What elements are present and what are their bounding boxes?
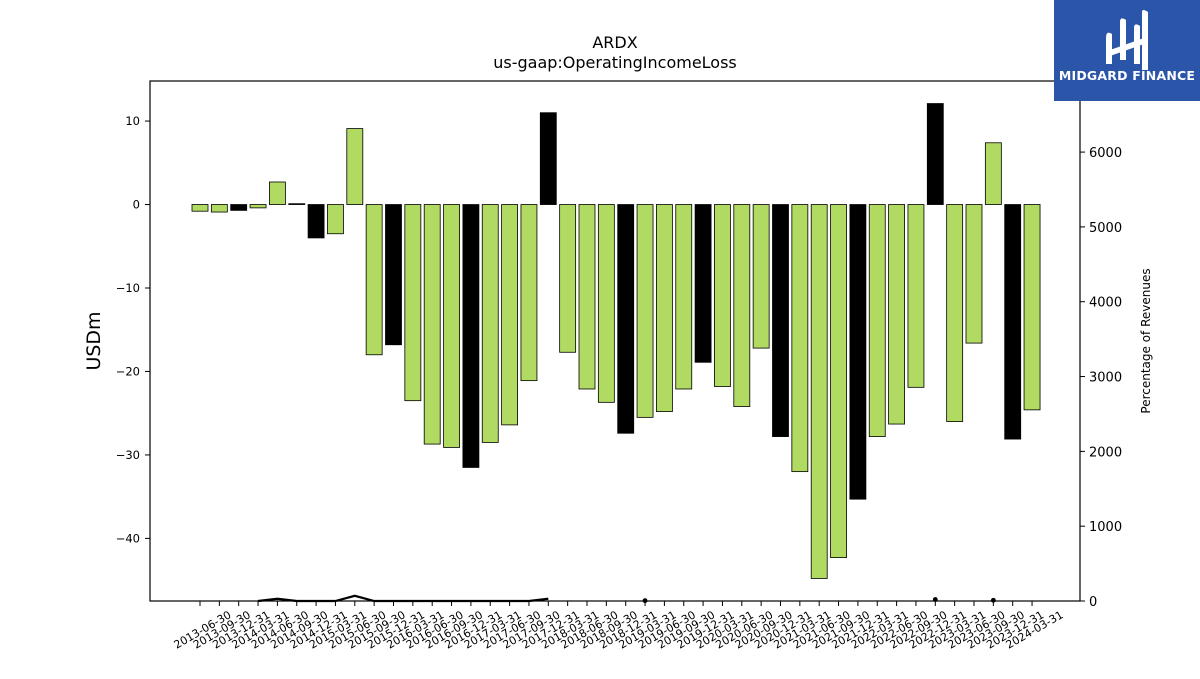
bar-2016-12-31 <box>462 204 480 468</box>
y2-tick-label: 5000 <box>1089 221 1122 236</box>
bar-2018-12-31 <box>617 204 635 434</box>
pct-revenue-line <box>257 594 549 603</box>
bar-2017-12-31 <box>539 112 557 205</box>
bar-2023-09-30 <box>984 142 1002 205</box>
brand-logo: MIDGARD FINANCE <box>1054 0 1200 101</box>
logo-mark-icon <box>1106 10 1148 70</box>
bar-2014-12-31 <box>307 204 325 239</box>
y-tick-label: 0 <box>133 198 140 212</box>
y2-tick-label: 0 <box>1089 595 1097 610</box>
chart-title: ARDX <box>592 33 637 52</box>
bar-2022-03-31 <box>868 204 886 437</box>
bar-2024-03-31 <box>1023 204 1041 411</box>
bar-2019-09-30 <box>675 204 693 390</box>
bar-2018-09-30 <box>597 204 615 403</box>
bar-2019-03-31 <box>636 204 654 418</box>
bar-2019-12-31 <box>694 204 712 363</box>
bar-2014-09-30 <box>288 203 306 205</box>
bar-2022-12-31 <box>926 103 944 205</box>
bar-2014-06-30 <box>268 181 286 205</box>
y-axis-label: USDm <box>83 311 105 370</box>
bar-2013-09-30 <box>210 204 228 213</box>
bar-2015-12-31 <box>385 204 402 346</box>
bar-2020-06-30 <box>733 204 751 407</box>
bar-2014-03-31 <box>249 204 267 209</box>
chart-subtitle: us-gaap:OperatingIncomeLoss <box>493 53 737 72</box>
bar-2016-09-30 <box>443 204 460 448</box>
bar-2023-06-30 <box>965 204 983 344</box>
y2-tick-label: 3000 <box>1089 371 1122 386</box>
bar-2015-09-30 <box>365 204 383 356</box>
bar-2023-12-31 <box>1004 204 1022 440</box>
bar-2022-09-30 <box>907 204 925 388</box>
y-tick-label: −10 <box>116 281 140 295</box>
y2-axis-label: Percentage of Revenues <box>1139 268 1153 413</box>
y2-tick-label: 6000 <box>1089 146 1122 161</box>
y-tick-label: 10 <box>125 114 140 128</box>
y2-tick-label: 2000 <box>1089 445 1122 460</box>
bar-2019-06-30 <box>656 204 673 412</box>
bar-2018-06-30 <box>578 204 596 390</box>
bar-2021-06-30 <box>810 204 828 579</box>
y2-tick-label: 1000 <box>1089 520 1122 535</box>
bar-2020-12-31 <box>772 204 789 437</box>
y-tick-label: −30 <box>116 448 140 462</box>
bar-2017-06-30 <box>501 204 519 426</box>
bar-2013-12-31 <box>230 204 248 211</box>
bar-2017-03-31 <box>481 204 499 443</box>
bar-2021-12-31 <box>849 204 867 500</box>
y-tick-label: −40 <box>116 531 140 545</box>
bar-2021-03-31 <box>791 204 809 473</box>
y2-tick-label: 4000 <box>1089 296 1122 311</box>
bar-2023-03-31 <box>946 204 964 422</box>
bar-2015-03-31 <box>327 204 344 235</box>
bar-2016-03-31 <box>404 204 422 402</box>
bar-2017-09-30 <box>520 204 538 382</box>
bar-2016-06-30 <box>423 204 441 445</box>
bar-2015-06-30 <box>346 128 364 205</box>
bar-2020-09-30 <box>752 204 770 349</box>
plot-frame <box>149 80 1081 602</box>
bar-2021-09-30 <box>830 204 847 558</box>
bar-2013-06-30 <box>191 204 209 212</box>
brand-name: MIDGARD FINANCE <box>1058 68 1196 83</box>
bar-2022-06-30 <box>888 204 905 425</box>
bar-2020-03-31 <box>714 204 731 387</box>
y-tick-label: −20 <box>116 364 140 378</box>
bar-2018-03-31 <box>559 204 577 353</box>
